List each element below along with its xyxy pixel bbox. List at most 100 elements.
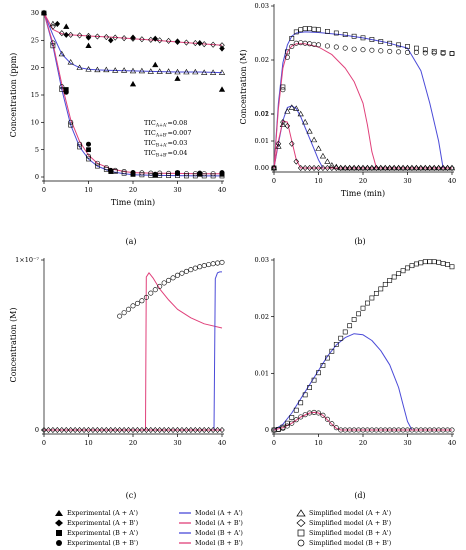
simplified-point bbox=[435, 164, 442, 172]
y-tick-label: 0 bbox=[35, 173, 39, 181]
y-axis-title: Concentration (ppm) bbox=[9, 53, 18, 138]
simplified-point bbox=[329, 164, 335, 172]
simplified-point bbox=[449, 51, 455, 57]
simplified-point bbox=[440, 164, 446, 172]
simplified-point bbox=[324, 416, 330, 422]
series-line bbox=[43, 12, 222, 175]
simplified-point bbox=[413, 49, 419, 55]
simplified-point bbox=[413, 164, 420, 172]
experimental-point bbox=[41, 10, 47, 16]
annotation: TICA+A'=0.08 bbox=[144, 119, 187, 129]
simplified-point bbox=[174, 272, 181, 278]
simplified-point bbox=[342, 164, 348, 172]
simplified-point bbox=[449, 427, 455, 433]
series-line bbox=[273, 43, 452, 169]
simplified-point bbox=[112, 67, 119, 73]
simplified-point bbox=[324, 43, 330, 49]
simplified-point bbox=[121, 310, 127, 316]
simplified-point bbox=[50, 23, 56, 30]
simplified-point bbox=[284, 122, 291, 129]
y-tick-label: 0.03 bbox=[255, 256, 269, 264]
simplified-point bbox=[306, 164, 313, 172]
simplified-point bbox=[192, 68, 199, 75]
simplified-point bbox=[183, 39, 190, 46]
simplified-point bbox=[298, 414, 304, 420]
simplified-point bbox=[85, 426, 92, 434]
simplified-point bbox=[99, 426, 105, 434]
experimental-point bbox=[174, 75, 181, 81]
simplified-point bbox=[112, 426, 118, 434]
simplified-point bbox=[139, 170, 145, 176]
simplified-point bbox=[320, 363, 326, 368]
open-circle-icon bbox=[297, 539, 305, 547]
simplified-point bbox=[427, 259, 433, 265]
simplified-point bbox=[316, 27, 321, 33]
simplified-point bbox=[152, 426, 158, 434]
simplified-point bbox=[399, 164, 407, 171]
y-tick-label: 0.01 bbox=[255, 370, 269, 378]
legend-label: Model (A + A') bbox=[195, 509, 243, 517]
simplified-point bbox=[377, 164, 384, 171]
simplified-point bbox=[125, 426, 132, 434]
chart-panel-d: 0 10 20 30 40 0 0.01 0.02 0.03 bbox=[255, 256, 457, 447]
simplified-point bbox=[440, 51, 446, 57]
experimental-point bbox=[152, 35, 158, 42]
simplified-point bbox=[409, 263, 415, 269]
simplified-point bbox=[165, 426, 172, 434]
simplified-point bbox=[72, 426, 78, 434]
simplified-point bbox=[337, 164, 344, 171]
simplified-point bbox=[210, 171, 216, 177]
simplified-point bbox=[342, 164, 349, 171]
simplified-point bbox=[315, 164, 322, 172]
simplified-point bbox=[183, 268, 189, 274]
line-swatch-icon bbox=[179, 522, 191, 524]
simplified-point bbox=[85, 66, 92, 72]
experimental-point bbox=[174, 170, 181, 176]
simplified-point bbox=[333, 425, 339, 431]
simplified-point bbox=[59, 30, 65, 37]
simplified-point bbox=[112, 34, 118, 41]
simplified-point bbox=[329, 348, 335, 354]
simplified-point bbox=[121, 35, 127, 42]
simplified-point bbox=[387, 40, 393, 46]
simplified-point bbox=[311, 164, 317, 172]
simplified-point bbox=[289, 420, 295, 426]
simplified-point bbox=[404, 49, 411, 55]
experimental-point bbox=[85, 42, 92, 49]
experimental-point bbox=[129, 80, 137, 87]
line-swatch-icon bbox=[179, 532, 191, 534]
figure-canvas: 0 10 20 30 40 0 5 10 15 20 25 30 Time (min) Concentra… bbox=[9, 2, 457, 447]
simplified-point bbox=[405, 265, 410, 271]
simplified-point bbox=[355, 164, 362, 171]
simplified-point bbox=[284, 54, 290, 60]
simplified-point bbox=[139, 426, 145, 434]
simplified-point bbox=[324, 164, 331, 172]
chart-panel-c: 0 10 20 30 40 0 1×10⁻⁷ Concentration (M) bbox=[9, 256, 226, 447]
simplified-point bbox=[302, 26, 308, 32]
simplified-point bbox=[391, 164, 398, 171]
experimental-point bbox=[108, 167, 114, 173]
simplified-point bbox=[417, 164, 424, 171]
simplified-point bbox=[373, 164, 380, 172]
experimental-point bbox=[218, 86, 226, 92]
y-tick-label: 25 bbox=[31, 37, 39, 45]
annotation: TICB+A'=0.03 bbox=[144, 139, 187, 149]
filled-square-icon bbox=[56, 530, 62, 536]
simplified-point bbox=[77, 141, 83, 147]
simplified-point bbox=[103, 34, 110, 41]
simplified-point bbox=[67, 426, 74, 434]
legend-label: Experimental (B + B') bbox=[67, 539, 139, 547]
simplified-point bbox=[192, 265, 198, 271]
simplified-point bbox=[188, 267, 194, 273]
simplified-point bbox=[201, 69, 208, 75]
simplified-point bbox=[49, 20, 57, 27]
simplified-point bbox=[215, 260, 221, 266]
open-square-icon bbox=[297, 529, 305, 537]
caption-c: (c) bbox=[125, 491, 137, 500]
simplified-point bbox=[320, 412, 326, 418]
y-tick-label: 1×10⁻⁷ bbox=[15, 256, 39, 264]
simplified-point bbox=[302, 412, 308, 418]
simplified-point bbox=[369, 47, 375, 53]
x-tick-label: 30 bbox=[403, 439, 411, 447]
simplified-point bbox=[41, 426, 47, 434]
